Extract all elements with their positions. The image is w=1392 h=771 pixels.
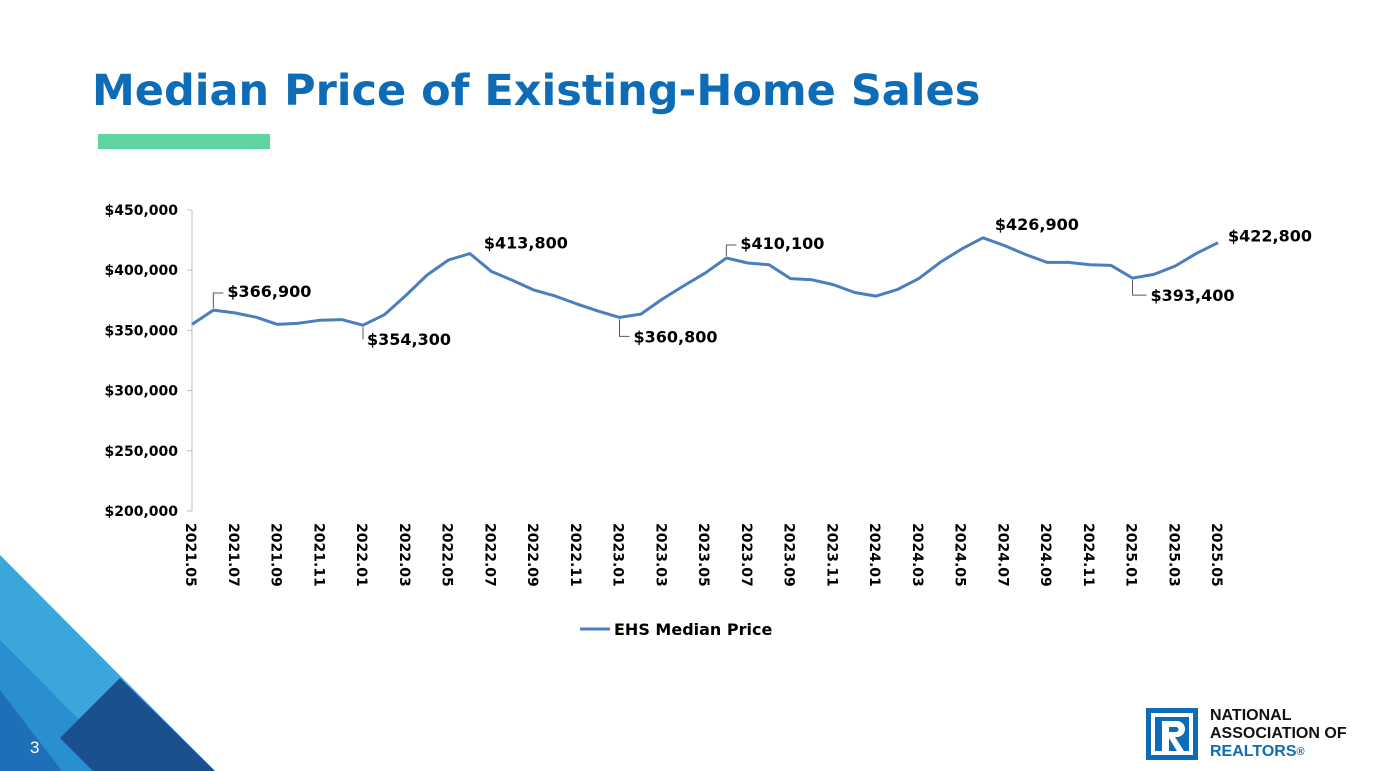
data-label: $426,900 xyxy=(995,215,1079,234)
data-label: $410,100 xyxy=(740,234,824,253)
data-label-leader xyxy=(725,244,737,257)
data-label: $360,800 xyxy=(634,327,718,346)
x-tick-label: 2023.09 xyxy=(781,523,797,587)
x-tick-label: 2023.11 xyxy=(823,523,839,587)
x-tick-label: 2022.11 xyxy=(567,523,583,587)
x-tick-label: 2021.05 xyxy=(182,523,198,587)
slide-title: Median Price of Existing-Home Sales xyxy=(92,66,981,116)
x-tick-label: 2023.03 xyxy=(652,523,668,587)
x-tick-label: 2021.09 xyxy=(268,523,284,587)
title-accent-bar xyxy=(98,134,270,149)
x-tick-label: 2024.09 xyxy=(1037,523,1053,587)
x-tick-label: 2022.05 xyxy=(439,523,455,587)
data-label: $393,400 xyxy=(1151,286,1235,305)
page-number: 3 xyxy=(30,738,40,757)
legend-label: EHS Median Price xyxy=(614,620,772,639)
logo-line-2: ASSOCIATION OF xyxy=(1210,725,1347,742)
logo-line-1: NATIONAL xyxy=(1210,707,1292,724)
x-tick-label: 2024.05 xyxy=(952,523,968,587)
data-label: $354,300 xyxy=(367,330,451,349)
x-tick-label: 2022.01 xyxy=(353,523,369,587)
x-tick-label: 2022.03 xyxy=(396,523,412,587)
realtor-r-logo-icon xyxy=(1146,708,1198,760)
x-tick-label: 2022.09 xyxy=(524,523,540,587)
data-label-leader xyxy=(212,292,224,309)
x-tick-label: 2024.11 xyxy=(1080,523,1096,587)
x-tick-label: 2024.01 xyxy=(866,523,882,587)
y-tick-label: $400,000 xyxy=(104,263,178,279)
x-tick-label: 2023.01 xyxy=(610,523,626,587)
x-tick-label: 2022.07 xyxy=(481,523,497,587)
x-tick-label: 2023.07 xyxy=(738,523,754,587)
data-label-leader xyxy=(619,319,630,337)
corner-triangle-decoration xyxy=(0,555,215,771)
x-tick-label: 2025.03 xyxy=(1165,523,1181,587)
data-label-leader xyxy=(1132,280,1147,296)
x-tick-label: 2024.07 xyxy=(994,523,1010,587)
x-tick-label: 2021.11 xyxy=(310,523,326,587)
data-label: $422,800 xyxy=(1228,227,1312,246)
x-tick-label: 2025.05 xyxy=(1208,523,1224,587)
series-line-ehs-median-price xyxy=(191,236,1219,327)
x-tick-label: 2025.01 xyxy=(1123,523,1139,587)
y-tick-label: $300,000 xyxy=(104,384,178,400)
x-tick-label: 2024.03 xyxy=(909,523,925,587)
x-tick-label: 2023.05 xyxy=(695,523,711,587)
data-label: $366,900 xyxy=(227,282,311,301)
y-tick-label: $250,000 xyxy=(104,444,178,460)
y-tick-label: $350,000 xyxy=(104,323,178,339)
logo-line-3: REALTORS® xyxy=(1210,743,1305,760)
y-tick-label: $450,000 xyxy=(104,203,178,219)
logo-wordmark: NATIONAL ASSOCIATION OF REALTORS® xyxy=(1210,707,1347,761)
x-tick-label: 2021.07 xyxy=(225,523,241,587)
y-tick-label: $200,000 xyxy=(104,504,178,520)
nar-logo: NATIONAL ASSOCIATION OF REALTORS® xyxy=(1146,706,1386,762)
data-label: $413,800 xyxy=(484,234,568,253)
